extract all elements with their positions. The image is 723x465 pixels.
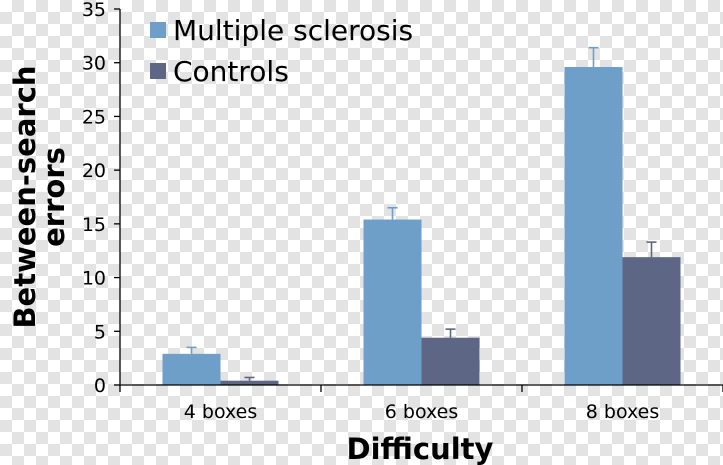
bar xyxy=(162,353,221,385)
axes-layer xyxy=(119,9,723,386)
bars-layer xyxy=(162,67,681,386)
x-tick-label: 6 boxes xyxy=(385,401,458,423)
y-tick-label: 15 xyxy=(82,214,106,236)
bar xyxy=(622,257,681,385)
y-tick-label: 10 xyxy=(82,268,106,290)
x-tick-label: 8 boxes xyxy=(586,401,659,423)
y-tick-label: 0 xyxy=(94,375,106,397)
x-ticks-layer: 4 boxes 6 boxes 8 boxes xyxy=(119,385,723,423)
y-tick-label: 30 xyxy=(82,53,106,75)
bar xyxy=(220,380,279,385)
x-tick-label: 4 boxes xyxy=(184,401,257,423)
y-tick-label: 25 xyxy=(82,106,106,128)
bar xyxy=(421,337,480,385)
legend-swatch-multiple-sclerosis xyxy=(150,22,166,38)
bar xyxy=(363,219,422,385)
y-axis-title: Between-search errors xyxy=(8,65,71,328)
legend-swatch-controls xyxy=(150,63,166,79)
y-ticks-layer: 0 5 10 15 20 25 30 35 xyxy=(82,0,120,397)
error-bars-layer xyxy=(186,46,657,381)
y-axis-title-line-2: errors xyxy=(37,147,71,247)
y-tick-label: 5 xyxy=(94,321,106,343)
legend: Multiple sclerosis Controls xyxy=(150,14,413,88)
bar xyxy=(564,67,623,386)
y-axis-title-line-1: Between-search xyxy=(8,65,42,328)
x-axis-title: Difficulty xyxy=(347,432,494,465)
y-tick-label: 20 xyxy=(82,160,106,182)
legend-label-controls: Controls xyxy=(173,55,289,88)
y-tick-label: 35 xyxy=(82,0,106,21)
legend-label-multiple-sclerosis: Multiple sclerosis xyxy=(173,14,413,47)
